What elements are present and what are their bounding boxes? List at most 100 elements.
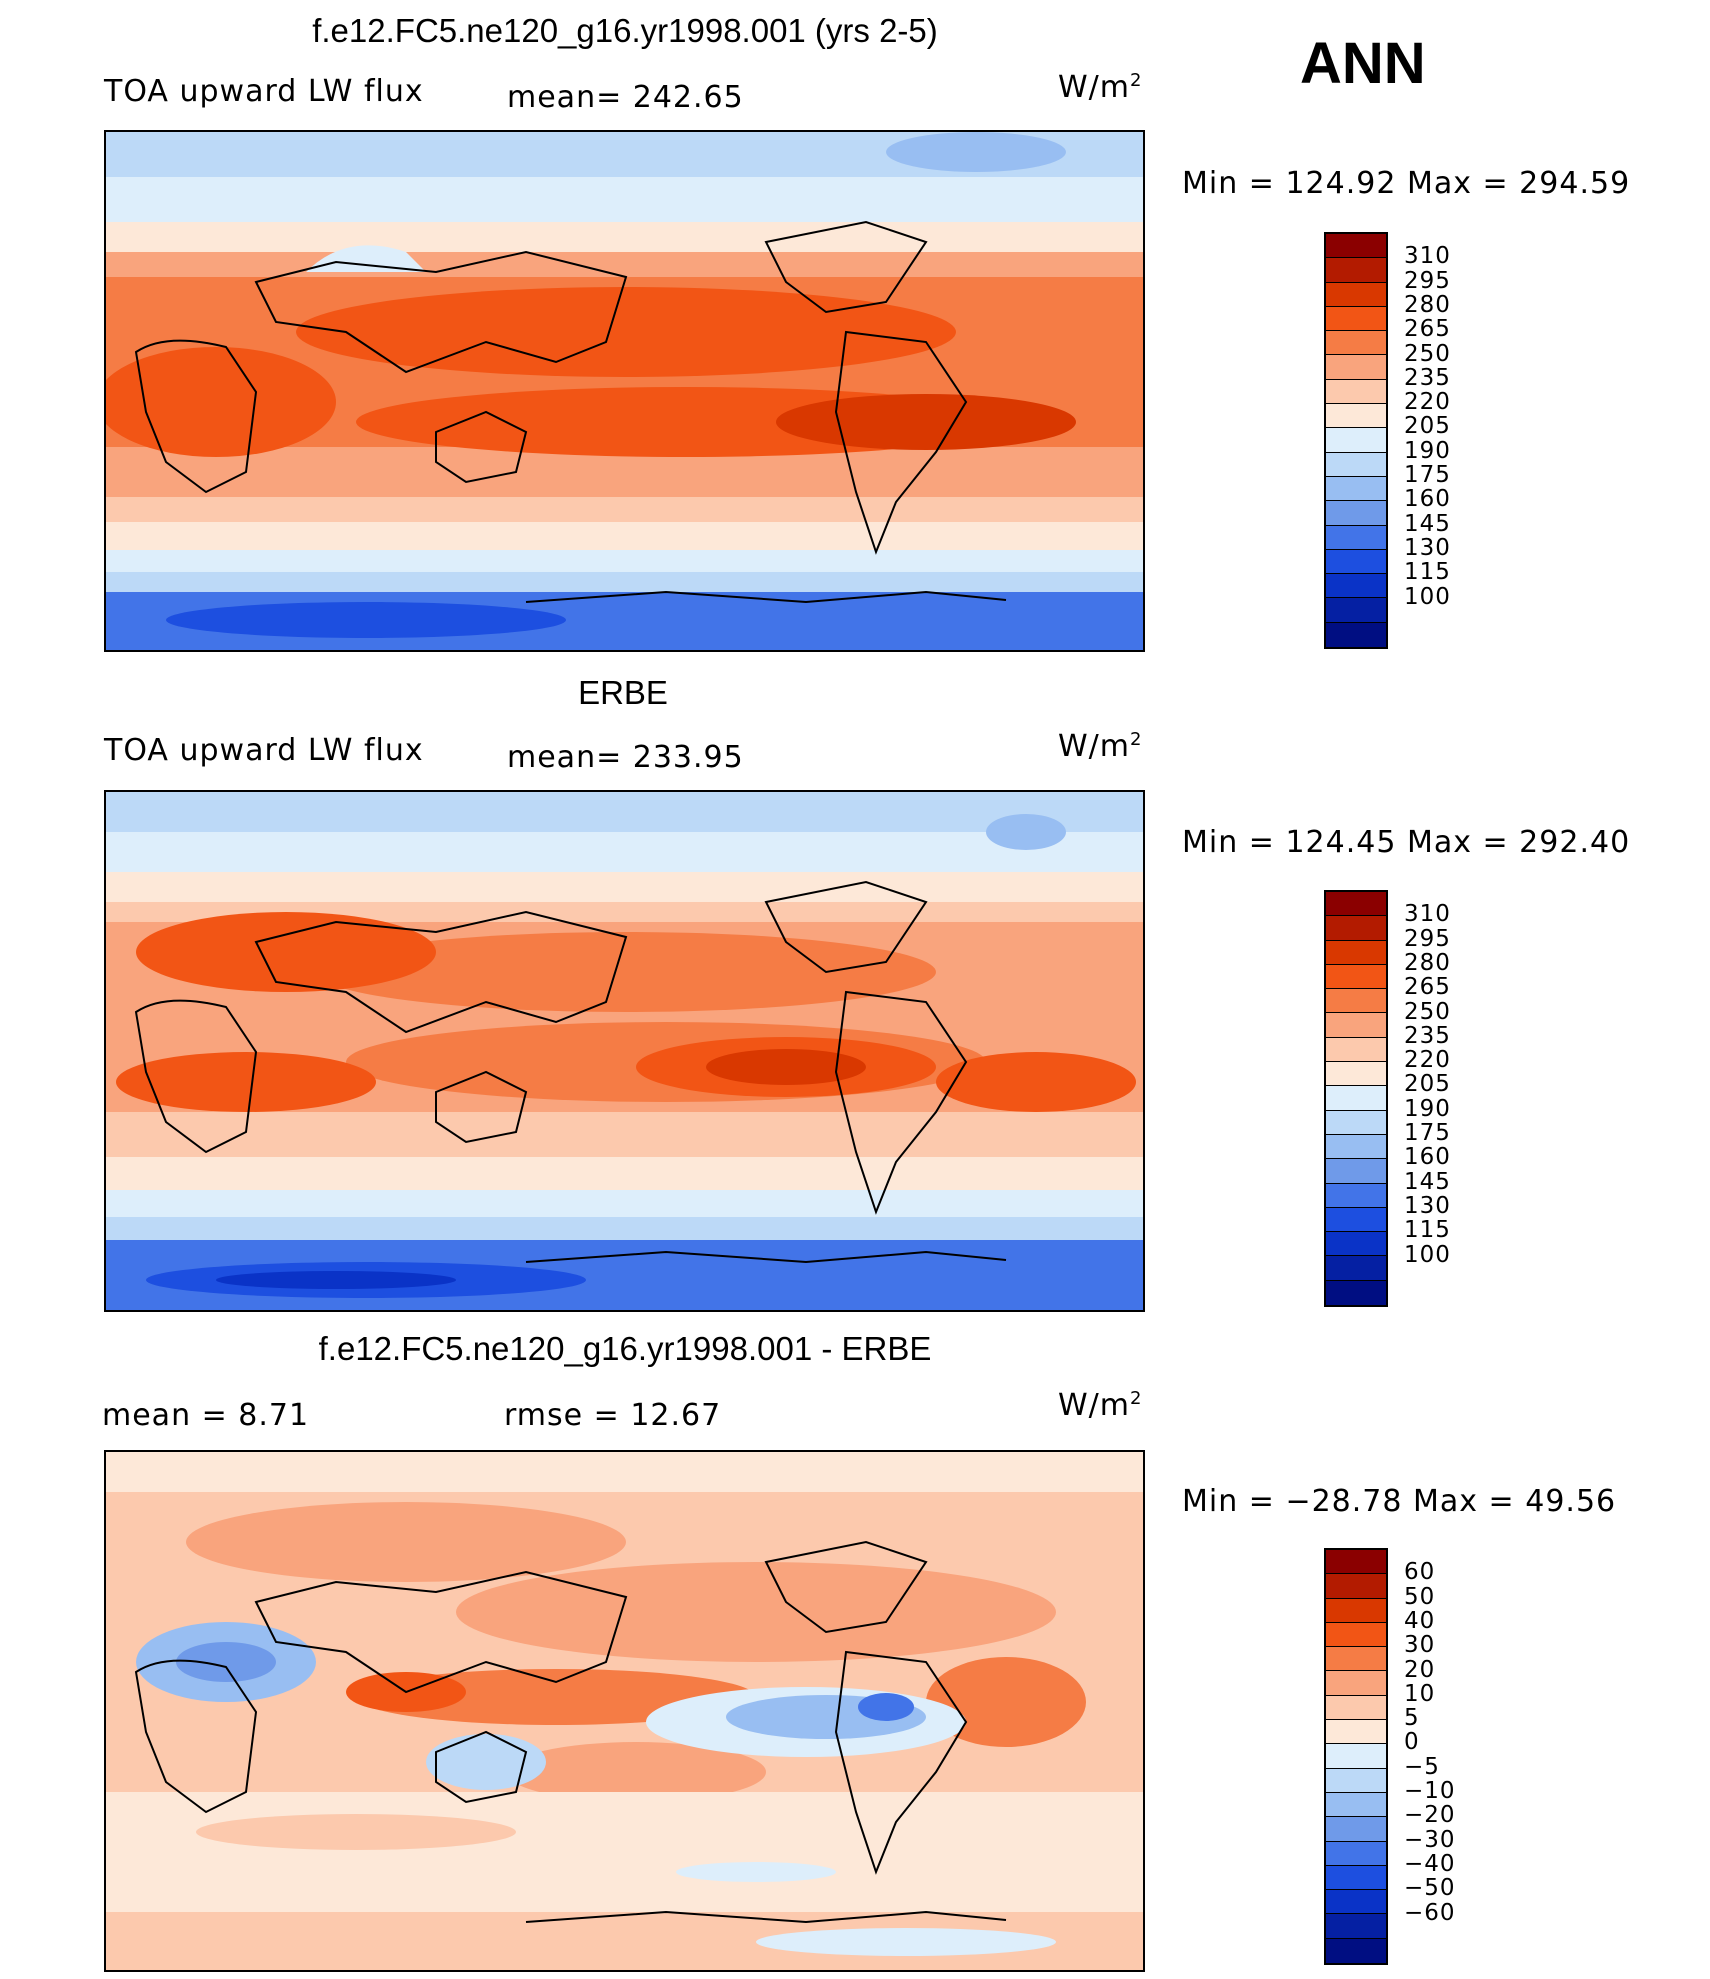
panel3-colorbar xyxy=(1324,1548,1388,1966)
colorbar-tick-label: 160 xyxy=(1404,1144,1451,1171)
colorbar-tick-label: 100 xyxy=(1404,1241,1451,1268)
colorbar-swatch xyxy=(1326,501,1386,526)
colorbar-tick-label: 10 xyxy=(1404,1680,1436,1707)
panel2-field-label: TOA upward LW flux xyxy=(104,733,424,768)
colorbar-swatch xyxy=(1326,1013,1386,1038)
colorbar-swatch xyxy=(1326,1086,1386,1111)
colorbar-tick-label: 310 xyxy=(1404,243,1451,270)
colorbar-tick-label: 265 xyxy=(1404,974,1451,1001)
colorbar-tick-label: 280 xyxy=(1404,949,1451,976)
colorbar-tick-label: 280 xyxy=(1404,291,1451,318)
colorbar-tick-label: 190 xyxy=(1404,437,1451,464)
panel1-minmax: Min = 124.92 Max = 294.59 xyxy=(1182,166,1631,201)
colorbar-swatch xyxy=(1326,622,1386,648)
panel2-title: ERBE xyxy=(578,674,668,711)
colorbar-swatch xyxy=(1326,331,1386,356)
colorbar-swatch xyxy=(1326,1647,1386,1672)
colorbar-swatch xyxy=(1326,1574,1386,1599)
panel3-map-svg xyxy=(106,1452,1143,1970)
panel1-field-label: TOA upward LW flux xyxy=(104,74,424,109)
colorbar-swatch xyxy=(1326,916,1386,941)
colorbar-tick-label: 145 xyxy=(1404,510,1451,537)
colorbar-swatch xyxy=(1326,1671,1386,1696)
colorbar-tick-label: 265 xyxy=(1404,316,1451,343)
colorbar-tick-label: 205 xyxy=(1404,1071,1451,1098)
colorbar-swatch xyxy=(1326,1062,1386,1087)
colorbar-swatch xyxy=(1326,1768,1386,1793)
colorbar-swatch xyxy=(1326,892,1386,917)
colorbar-tick-label: 250 xyxy=(1404,998,1451,1025)
colorbar-tick-label: 295 xyxy=(1404,925,1451,952)
colorbar-swatch xyxy=(1326,306,1386,332)
colorbar-swatch xyxy=(1326,234,1386,259)
colorbar-swatch xyxy=(1326,452,1386,477)
panel2-mean-label: mean= 233.95 xyxy=(507,740,744,775)
season-label: ANN xyxy=(1300,31,1426,96)
colorbar-swatch xyxy=(1326,1841,1386,1866)
colorbar-swatch xyxy=(1326,1037,1386,1063)
colorbar-swatch xyxy=(1326,1110,1386,1135)
colorbar-swatch xyxy=(1326,1744,1386,1769)
colorbar-tick-label: 235 xyxy=(1404,1022,1451,1049)
colorbar-tick-label: 30 xyxy=(1404,1632,1436,1659)
colorbar-swatch xyxy=(1326,428,1386,453)
colorbar-tick-label: 175 xyxy=(1404,462,1451,488)
colorbar-swatch xyxy=(1326,1865,1386,1891)
colorbar-tick-label: −10 xyxy=(1404,1778,1456,1804)
colorbar-swatch xyxy=(1326,525,1386,550)
colorbar-tick-label: −40 xyxy=(1404,1850,1456,1877)
colorbar-tick-label: 100 xyxy=(1404,583,1451,610)
colorbar-tick-label: 160 xyxy=(1404,486,1451,513)
panel3-map xyxy=(104,1450,1145,1972)
colorbar-swatch xyxy=(1326,940,1386,965)
colorbar-tick-label: −5 xyxy=(1404,1753,1440,1780)
colorbar-swatch xyxy=(1326,1598,1386,1623)
colorbar-tick-label: 60 xyxy=(1404,1559,1436,1586)
panel2-units: W/m2 xyxy=(1058,729,1143,764)
colorbar-tick-label: 20 xyxy=(1404,1656,1436,1683)
colorbar-tick-label: 235 xyxy=(1404,364,1451,391)
colorbar-tick-label: −20 xyxy=(1404,1802,1456,1829)
colorbar-tick-label: 5 xyxy=(1404,1705,1420,1732)
colorbar-swatch xyxy=(1326,1695,1386,1721)
colorbar-tick-label: 190 xyxy=(1404,1095,1451,1122)
colorbar-swatch xyxy=(1326,1622,1386,1648)
colorbar-tick-label: 130 xyxy=(1404,1192,1451,1219)
colorbar-swatch xyxy=(1326,282,1386,307)
colorbar-swatch xyxy=(1326,379,1386,405)
colorbar-tick-label: 145 xyxy=(1404,1168,1451,1195)
colorbar-tick-label: 310 xyxy=(1404,901,1451,928)
colorbar-tick-label: 0 xyxy=(1404,1729,1420,1756)
panel1-colorbar xyxy=(1324,232,1388,650)
panel2-colorbar xyxy=(1324,890,1388,1308)
colorbar-swatch xyxy=(1326,1914,1386,1939)
colorbar-swatch xyxy=(1326,1817,1386,1842)
colorbar-swatch xyxy=(1326,964,1386,990)
colorbar-swatch xyxy=(1326,1256,1386,1281)
colorbar-swatch xyxy=(1326,1890,1386,1915)
panel1-units: W/m2 xyxy=(1058,70,1143,105)
panel3-mean-label: mean = 8.71 xyxy=(102,1398,310,1433)
colorbar-tick-label: 220 xyxy=(1404,1047,1451,1074)
colorbar-swatch xyxy=(1326,1550,1386,1575)
colorbar-tick-label: 175 xyxy=(1404,1120,1451,1146)
colorbar-swatch xyxy=(1326,1280,1386,1306)
colorbar-swatch xyxy=(1326,1134,1386,1160)
colorbar-tick-label: 115 xyxy=(1404,559,1451,586)
panel1-map xyxy=(104,130,1145,652)
colorbar-swatch xyxy=(1326,1159,1386,1184)
panel1-title: f.e12.FC5.ne120_g16.yr1998.001 (yrs 2-5) xyxy=(312,12,938,49)
colorbar-swatch xyxy=(1326,1792,1386,1818)
panel3-units: W/m2 xyxy=(1058,1388,1143,1423)
colorbar-tick-label: −30 xyxy=(1404,1826,1456,1853)
colorbar-swatch xyxy=(1326,989,1386,1014)
colorbar-tick-label: 50 xyxy=(1404,1583,1436,1610)
colorbar-swatch xyxy=(1326,1207,1386,1233)
colorbar-tick-label: 220 xyxy=(1404,389,1451,416)
colorbar-tick-label: 205 xyxy=(1404,413,1451,440)
colorbar-swatch xyxy=(1326,355,1386,380)
colorbar-tick-label: 130 xyxy=(1404,534,1451,561)
panel2-map-svg xyxy=(106,792,1143,1310)
panel1-map-svg xyxy=(106,132,1143,650)
colorbar-swatch xyxy=(1326,476,1386,502)
